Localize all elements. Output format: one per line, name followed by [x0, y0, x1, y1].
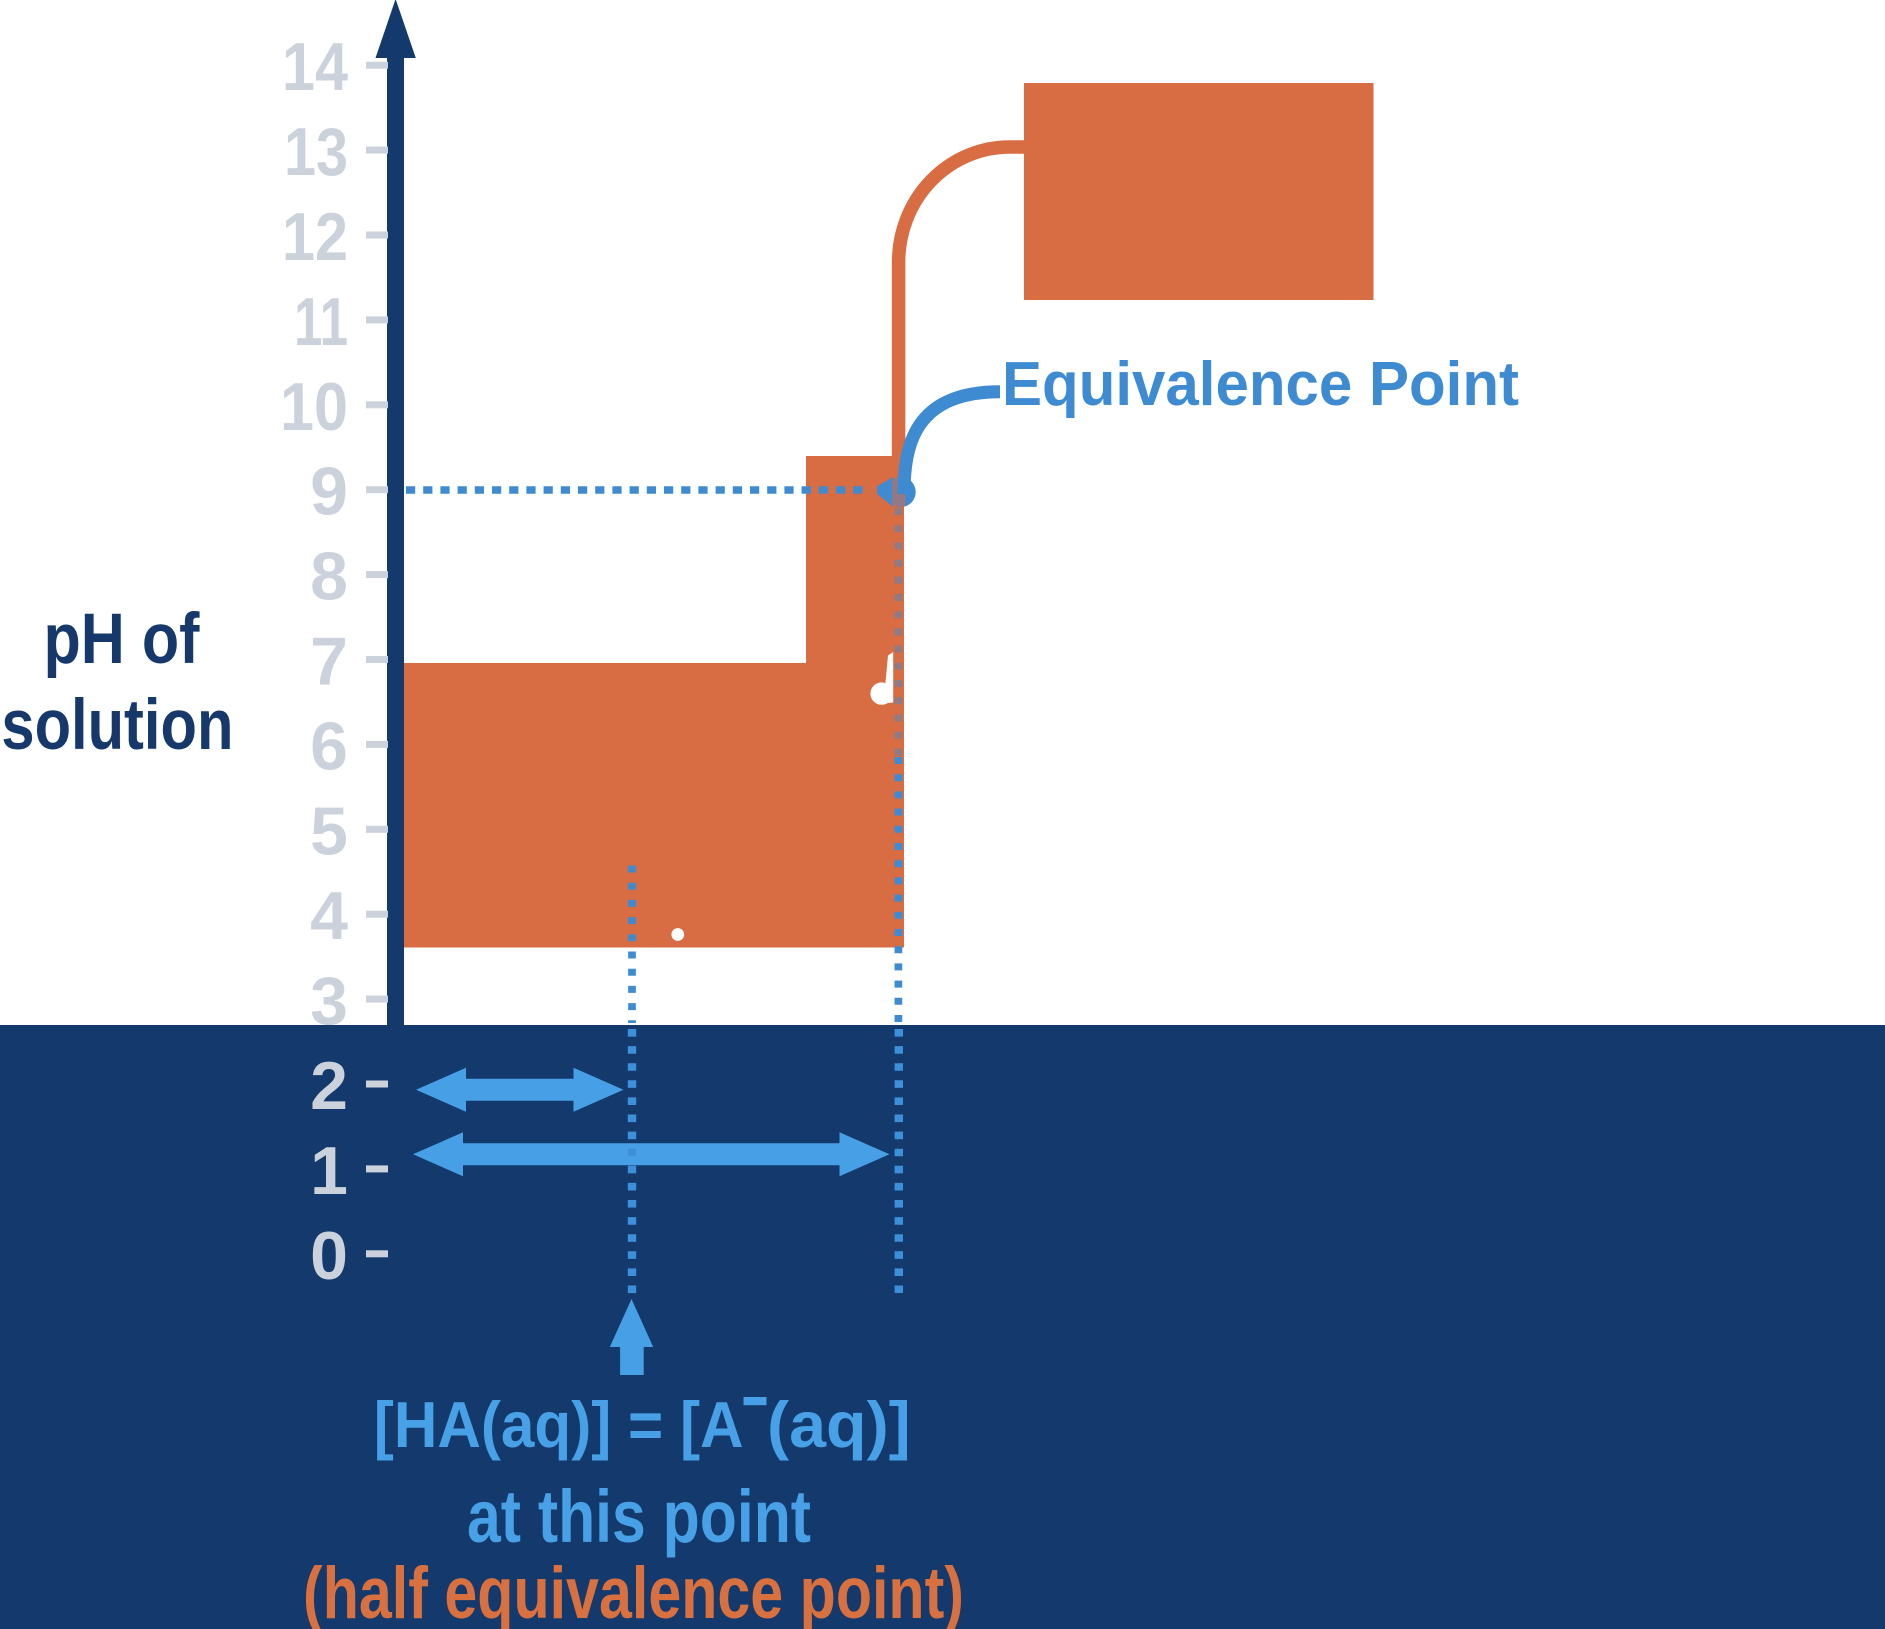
svg-text:7: 7 — [310, 624, 348, 700]
svg-text:0: 0 — [310, 1218, 348, 1294]
svg-text:[HA(aq)] = [A: [HA(aq)] = [A — [374, 1388, 744, 1461]
svg-text:13: 13 — [284, 114, 348, 190]
svg-text:2: 2 — [310, 1048, 348, 1124]
svg-text:at this point: at this point — [467, 1475, 811, 1558]
svg-text:(aq)]: (aq)] — [767, 1388, 911, 1461]
svg-text:pH of: pH of — [44, 600, 200, 679]
svg-text:(half equivalence point): (half equivalence point) — [303, 1553, 964, 1629]
svg-text:6: 6 — [310, 708, 348, 784]
svg-text:10: 10 — [280, 369, 348, 445]
svg-text:solution: solution — [1, 686, 233, 765]
svg-text:1: 1 — [310, 1133, 348, 1209]
svg-text:3: 3 — [310, 963, 348, 1039]
svg-text:11: 11 — [294, 284, 348, 360]
svg-text:5: 5 — [310, 793, 348, 869]
svg-text:12: 12 — [282, 199, 348, 275]
svg-text:8: 8 — [310, 539, 348, 615]
svg-text:9: 9 — [310, 454, 348, 530]
svg-text:14: 14 — [282, 29, 348, 105]
svg-text:4: 4 — [310, 878, 348, 954]
svg-text:Equivalence Point: Equivalence Point — [1002, 350, 1519, 419]
